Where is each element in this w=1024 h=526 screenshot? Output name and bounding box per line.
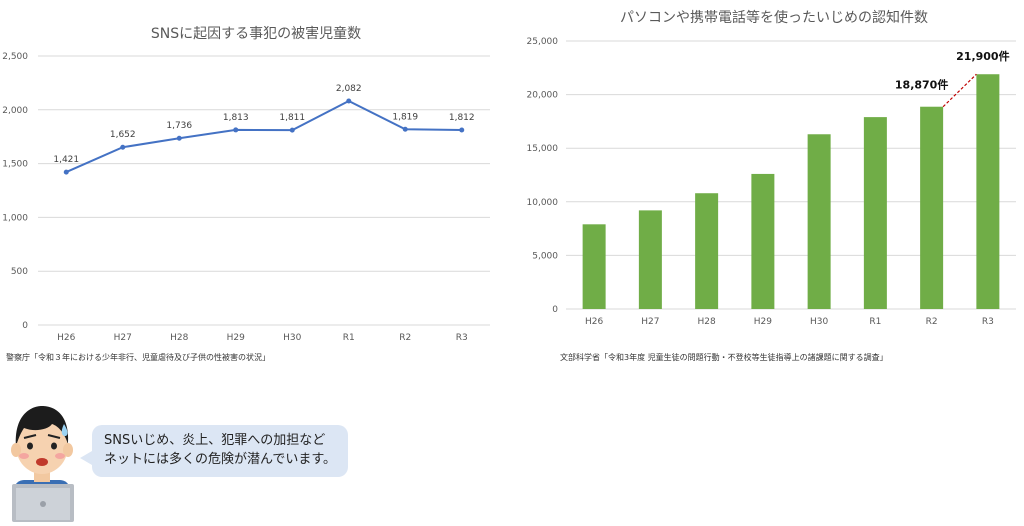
- annotation-label: 18,870件: [895, 78, 948, 92]
- y-axis: 0 500 1,000 1,500 2,000 2,500: [2, 52, 28, 331]
- data-label: 1,813: [223, 113, 249, 123]
- series-line: [63, 98, 465, 175]
- data-labels: 1,421 1,652 1,736 1,813 1,811 2,082 1,819 1,812: [53, 84, 474, 165]
- y-tick-label: 1,500: [2, 160, 28, 170]
- x-tick-label: H27: [114, 333, 132, 343]
- data-point: [346, 98, 352, 104]
- x-tick-label: H30: [810, 317, 828, 327]
- x-tick-label: R2: [399, 333, 411, 343]
- y-tick-label: 2,500: [2, 52, 28, 62]
- y-tick-label: 0: [552, 305, 558, 315]
- x-tick-label: R1: [343, 333, 355, 343]
- speech-bubble: SNSいじめ、炎上、犯罪への加担など ネットには多くの危険が潜んでいます。: [80, 425, 348, 477]
- x-tick-label: H28: [170, 333, 188, 343]
- x-axis: H26 H27 H28 H29 H30 R1 R2 R3: [57, 333, 468, 343]
- chart-title: SNSに起因する事犯の被害児童数: [151, 25, 361, 42]
- source-note: 文部科学省「令和3年度 児童生徒の問題行動・不登校等生徒指導上の諸課題に関する調…: [560, 353, 888, 362]
- bar: [920, 106, 944, 310]
- data-label: 1,811: [279, 113, 305, 123]
- x-tick-label: R1: [869, 317, 881, 327]
- bar: [751, 173, 775, 309]
- data-label: 1,652: [110, 130, 136, 140]
- x-tick-label: R3: [456, 333, 468, 343]
- x-tick-label: H29: [227, 333, 245, 343]
- data-label: 1,819: [392, 112, 418, 122]
- series-line-path: [65, 99, 462, 174]
- y-tick-label: 1,000: [2, 213, 28, 223]
- data-label: 2,082: [336, 84, 362, 94]
- worried-person-illustration: [11, 406, 74, 522]
- bar: [807, 134, 831, 309]
- data-label: 1,736: [166, 121, 192, 131]
- data-point: [402, 126, 408, 132]
- grid: [566, 40, 1016, 310]
- x-tick-label: H29: [754, 317, 772, 327]
- data-label: 1,812: [449, 113, 475, 123]
- bar: [976, 74, 1000, 310]
- y-tick-label: 500: [11, 267, 28, 277]
- speech-line: ネットには多くの危険が潜んでいます。: [104, 452, 337, 467]
- y-tick-label: 10,000: [527, 198, 559, 208]
- bar: [638, 210, 662, 309]
- data-point: [289, 127, 295, 133]
- x-tick-label: H26: [585, 317, 603, 327]
- x-axis: H26 H27 H28 H29 H30 R1 R2 R3: [585, 317, 994, 327]
- bars: [582, 74, 1000, 310]
- data-point: [120, 144, 126, 150]
- y-tick-label: 0: [22, 321, 28, 331]
- y-axis: 0 5,000 10,000 15,000 20,000 25,000: [527, 37, 559, 315]
- y-tick-label: 25,000: [527, 37, 559, 47]
- line-chart: SNSに起因する事犯の被害児童数 0 500 1,000 1,500 2,000 2,50…: [2, 25, 490, 343]
- y-tick-label: 15,000: [527, 144, 559, 154]
- x-tick-label: R3: [982, 317, 994, 327]
- speech-line: SNSいじめ、炎上、犯罪への加担など: [104, 433, 326, 448]
- grid: [38, 55, 490, 326]
- data-point: [176, 135, 182, 141]
- bar: [695, 193, 719, 309]
- y-tick-label: 20,000: [527, 91, 559, 101]
- data-label: 1,421: [53, 155, 79, 165]
- data-point: [459, 127, 465, 133]
- bar: [582, 224, 606, 309]
- annotation-label: 21,900件: [956, 49, 1009, 63]
- trend-connector: [942, 73, 977, 108]
- x-tick-label: R2: [926, 317, 938, 327]
- x-tick-label: H26: [57, 333, 75, 343]
- source-note: 警察庁「令和３年における少年非行、児童虐待及び子供の性被害の状況」: [6, 353, 270, 362]
- annotations: 18,870件 21,900件: [895, 49, 1010, 108]
- y-tick-label: 2,000: [2, 106, 28, 116]
- y-tick-label: 5,000: [532, 251, 558, 261]
- data-point: [63, 169, 69, 175]
- data-point: [233, 127, 239, 133]
- x-tick-label: H30: [283, 333, 301, 343]
- bar-chart: パソコンや携帯電話等を使ったいじめの認知件数 0 5,000 10,000 15,00…: [527, 9, 1016, 327]
- x-tick-label: H28: [698, 317, 716, 327]
- x-tick-label: H27: [641, 317, 659, 327]
- chart-title: パソコンや携帯電話等を使ったいじめの認知件数: [620, 9, 928, 26]
- bar: [863, 117, 887, 309]
